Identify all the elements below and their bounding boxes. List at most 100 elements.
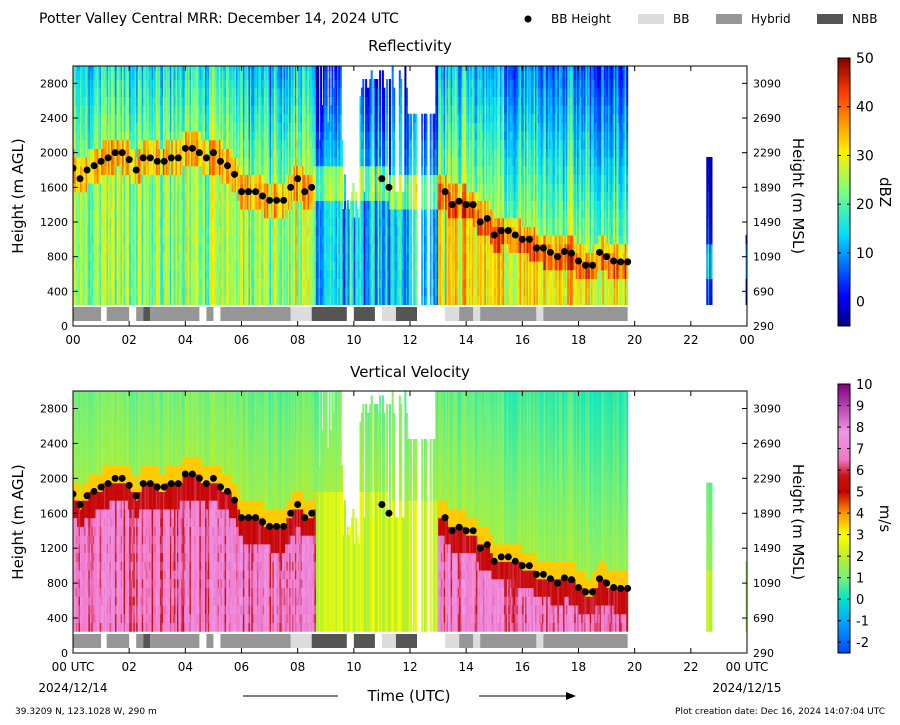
bb-height-point bbox=[83, 166, 91, 174]
bb-height-point bbox=[216, 483, 224, 491]
bb-height-point bbox=[167, 480, 175, 488]
x-tick-label: 00 UTC bbox=[52, 660, 95, 674]
bb-height-point bbox=[378, 175, 386, 183]
bb-height-point bbox=[202, 480, 210, 488]
bb-height-point bbox=[518, 235, 526, 243]
bb-height-point bbox=[287, 183, 295, 191]
bb-height-point bbox=[308, 509, 316, 517]
x-tick-label: 20 bbox=[627, 333, 642, 347]
location-label: 39.3209 N, 123.1028 W, 290 m bbox=[15, 707, 157, 717]
x-tick-label: 00 bbox=[739, 333, 754, 347]
bb-height-point bbox=[245, 514, 253, 522]
x-tick-label: 06 bbox=[234, 333, 249, 347]
bb-height-point bbox=[497, 227, 505, 235]
bb-segment-hybrid bbox=[136, 307, 144, 321]
bb-height-point bbox=[202, 154, 210, 162]
bb-height-point bbox=[560, 247, 568, 255]
bb-segment-hybrid bbox=[459, 634, 474, 648]
bb-height-point bbox=[308, 183, 316, 191]
x-tick-label: 00 bbox=[65, 333, 80, 347]
bb-height-point bbox=[97, 483, 105, 491]
colorbar-tick-label: 9 bbox=[856, 400, 864, 415]
bb-height-point bbox=[617, 584, 625, 592]
bb-height-point bbox=[132, 166, 140, 174]
bb-segment-hybrid bbox=[150, 634, 200, 648]
bb-height-point bbox=[603, 579, 611, 587]
colorbar-tick-label: 2 bbox=[856, 550, 864, 565]
y-tick-label-right: 690 bbox=[753, 285, 774, 298]
y-tick-label-right: 1890 bbox=[753, 507, 781, 520]
x-tick-label: 08 bbox=[290, 660, 305, 674]
bb-height-point bbox=[610, 257, 618, 265]
legend-bb-swatch bbox=[638, 14, 664, 24]
bb-height-point bbox=[209, 474, 217, 482]
y-tick-label: 800 bbox=[47, 577, 68, 590]
bb-height-point bbox=[490, 557, 498, 565]
bb-height-point bbox=[146, 154, 154, 162]
bb-segment-bb bbox=[290, 634, 312, 648]
y-tick-label: 1200 bbox=[40, 216, 68, 229]
y-tick-label: 1600 bbox=[40, 507, 68, 520]
bb-height-point bbox=[76, 501, 84, 509]
y-tick-label: 1600 bbox=[40, 181, 68, 194]
bb-height-point bbox=[83, 492, 91, 500]
bb-height-point bbox=[97, 157, 105, 165]
bb-segment-nbb bbox=[143, 307, 151, 321]
time-arrow-head-icon bbox=[566, 692, 576, 700]
vertical-velocity-panel: Vertical Velocity04008001200160020002400… bbox=[9, 363, 894, 674]
bb-height-point bbox=[73, 490, 77, 498]
bb-segment-hybrid bbox=[136, 634, 144, 648]
legend-bb-height-label: BB Height bbox=[551, 12, 611, 26]
bb-segment-bb bbox=[445, 307, 460, 321]
bb-segment-hybrid bbox=[543, 307, 628, 321]
bb-height-point bbox=[104, 480, 112, 488]
bb-height-point bbox=[462, 201, 470, 209]
bb-height-point bbox=[90, 487, 98, 495]
x-tick-label: 18 bbox=[571, 660, 586, 674]
bb-height-point bbox=[518, 562, 526, 570]
velocity-colorbar-scale bbox=[837, 383, 851, 654]
y-tick-label-right: 2290 bbox=[753, 472, 781, 485]
bb-height-point bbox=[497, 553, 505, 561]
bb-height-point bbox=[266, 522, 274, 530]
x-tick-label: 04 bbox=[178, 333, 193, 347]
colorbar-tick-label: 20 bbox=[856, 197, 874, 213]
legend: BB Height BB Hybrid NBB bbox=[524, 12, 877, 26]
bb-height-point bbox=[280, 522, 288, 530]
bb-segment-hybrid bbox=[73, 634, 102, 648]
creation-date-label: Plot creation date: Dec 16, 2024 14:07:0… bbox=[675, 707, 885, 717]
colorbar-tick-label: 10 bbox=[856, 378, 873, 393]
bb-height-point bbox=[280, 196, 288, 204]
bb-height-point bbox=[582, 261, 590, 269]
bb-height-point bbox=[567, 576, 575, 584]
velocity-colorbar-label: m/s bbox=[876, 505, 894, 533]
bb-height-point bbox=[174, 154, 182, 162]
bb-segment-hybrid bbox=[459, 307, 474, 321]
bb-height-point bbox=[259, 518, 267, 526]
legend-bb-label: BB bbox=[673, 12, 689, 26]
legend-nbb-swatch bbox=[817, 14, 843, 24]
end-date-label: 2024/12/15 bbox=[712, 681, 781, 695]
bb-height-point bbox=[483, 215, 491, 223]
colorbar-tick-label: 30 bbox=[856, 148, 874, 164]
y-tick-label: 0 bbox=[61, 647, 68, 660]
bb-height-point bbox=[238, 514, 245, 522]
x-tick-label: 22 bbox=[683, 660, 698, 674]
bb-height-point bbox=[195, 149, 203, 157]
reflectivity-heatmap bbox=[73, 66, 747, 305]
bb-height-point bbox=[146, 480, 154, 488]
x-tick-label: 16 bbox=[515, 660, 530, 674]
bb-segment-nbb bbox=[353, 307, 375, 321]
reflectivity-colorbar: 0 10 20 30 40 50 dBZ bbox=[837, 51, 894, 327]
colorbar-tick-label: -1 bbox=[856, 615, 869, 630]
bb-segment-nbb bbox=[395, 634, 418, 648]
bb-height-point bbox=[195, 474, 203, 482]
y-tick-label-right: 1490 bbox=[753, 542, 781, 555]
bb-height-point bbox=[238, 188, 245, 196]
velocity-title: Vertical Velocity bbox=[350, 363, 470, 381]
reflectivity-colorbar-scale bbox=[837, 57, 851, 327]
bb-segment-nbb bbox=[143, 634, 151, 648]
y-tick-label-right: 290 bbox=[753, 320, 774, 333]
bb-height-point bbox=[448, 201, 456, 209]
